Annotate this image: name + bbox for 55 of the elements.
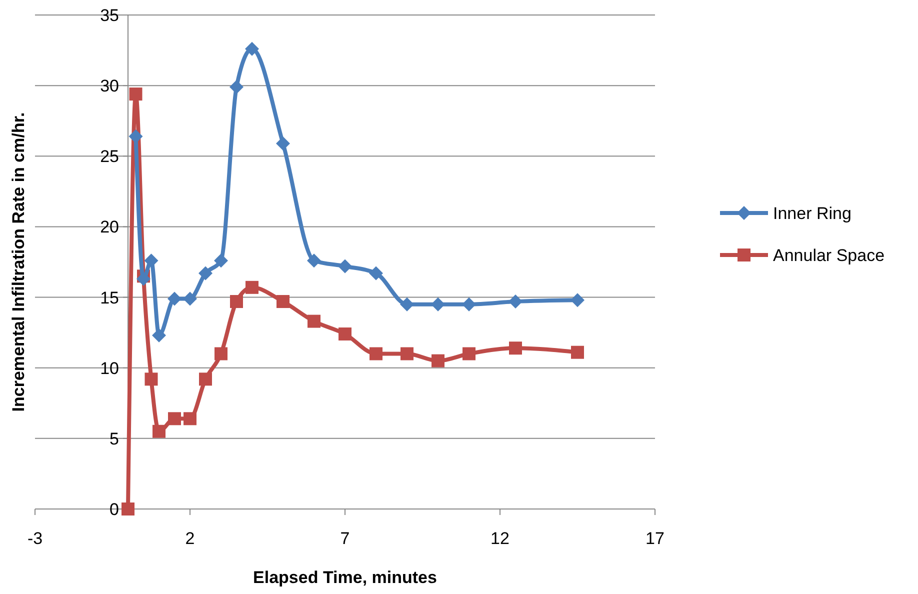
point: [369, 266, 383, 280]
point: [570, 293, 584, 308]
point: [214, 254, 228, 268]
point: [508, 294, 522, 309]
point: [152, 424, 166, 438]
point: [308, 314, 320, 328]
point: [168, 412, 181, 426]
point: [129, 88, 142, 101]
point: [307, 254, 321, 268]
point: [338, 259, 352, 274]
y-tick-label: 5: [110, 429, 119, 448]
point: [462, 347, 476, 360]
legend-label: Annular Space: [773, 246, 885, 265]
x-tick-label: -3: [27, 529, 43, 548]
point: [144, 254, 158, 268]
point: [509, 342, 522, 355]
y-tick-label: 20: [100, 218, 119, 237]
point: [230, 295, 243, 308]
y-tick-label: 25: [100, 147, 119, 166]
legend-label: Inner Ring: [773, 204, 852, 223]
point: [370, 347, 382, 360]
point: [400, 347, 414, 360]
point: [246, 280, 258, 294]
point: [128, 129, 143, 144]
x-tick-label: 7: [340, 529, 350, 548]
point: [199, 372, 212, 386]
point: [214, 347, 228, 360]
y-axis-title: Incremental Infiltration Rate in cm/hr.: [9, 112, 28, 412]
point: [198, 266, 212, 280]
point: [245, 42, 259, 56]
point: [230, 80, 244, 94]
point: [462, 297, 476, 312]
x-tick-label: 2: [185, 529, 195, 548]
point: [431, 297, 445, 312]
point: [168, 292, 182, 306]
point: [183, 292, 197, 306]
y-tick-label: 15: [100, 288, 119, 308]
point: [122, 502, 134, 516]
point: [136, 272, 150, 286]
point: [276, 136, 290, 150]
point: [400, 297, 414, 312]
point: [152, 328, 166, 342]
x-tick-label: 12: [490, 529, 510, 548]
point: [184, 412, 196, 426]
y-tick-label: 30: [100, 76, 119, 96]
point: [276, 295, 290, 308]
x-axis-title: Elapsed Time, minutes: [253, 568, 437, 587]
y-tick-label: 10: [100, 358, 119, 378]
x-tick-label: 17: [646, 529, 664, 548]
point: [144, 372, 158, 386]
y-tick-label: 35: [100, 6, 119, 25]
point: [432, 354, 444, 368]
point: [338, 327, 352, 340]
y-tick-label: 0: [110, 500, 119, 519]
point: [571, 346, 584, 359]
